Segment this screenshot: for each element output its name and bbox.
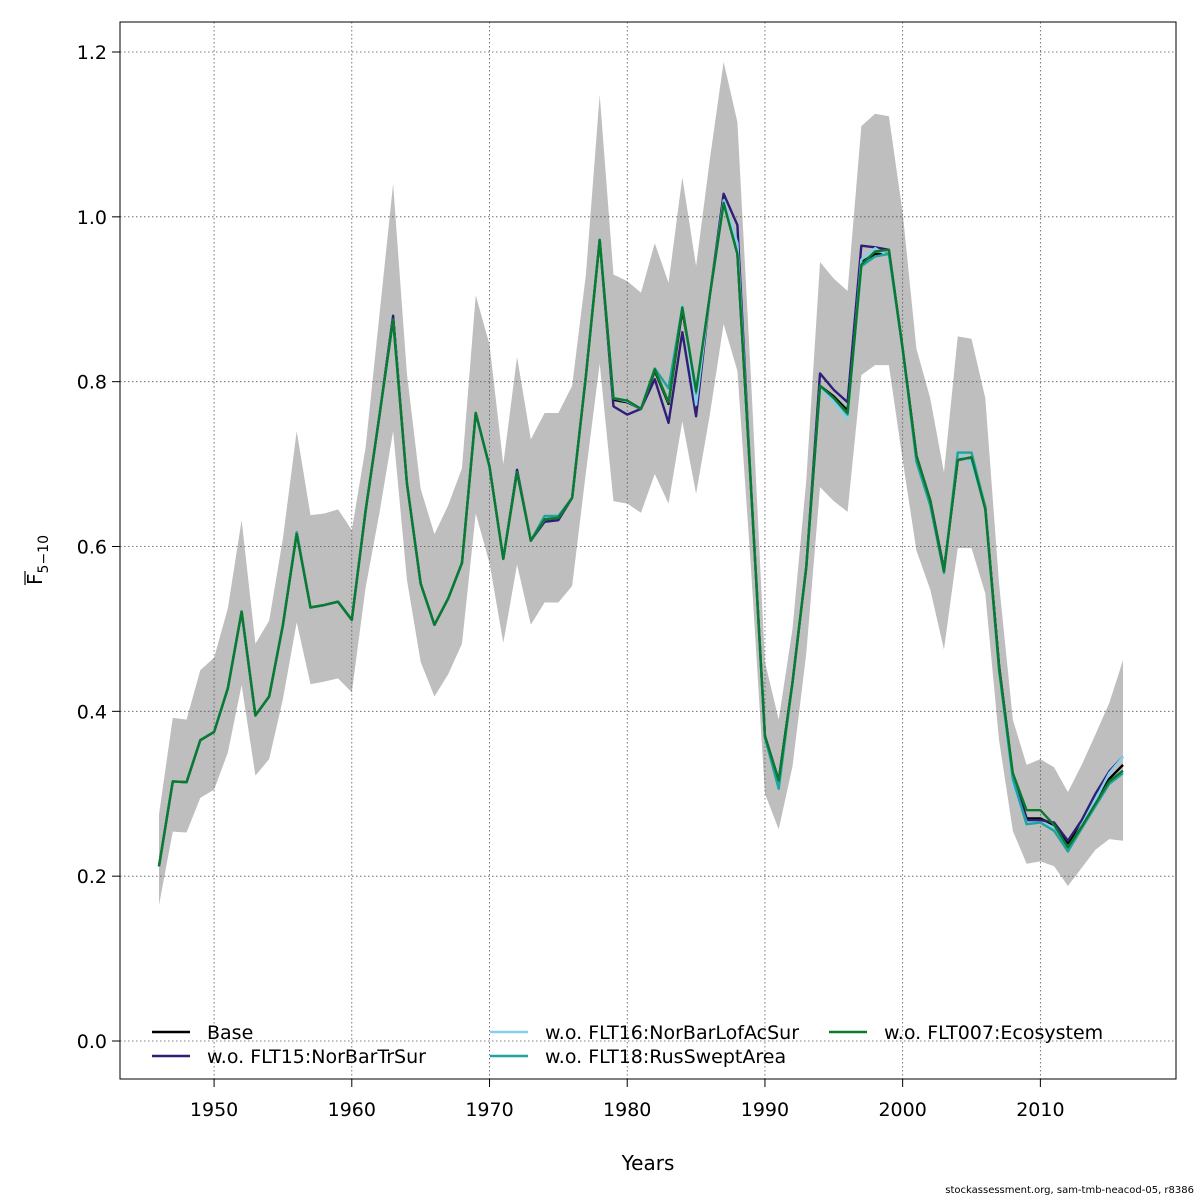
svg-text:F5−10: F5−10 xyxy=(23,535,52,585)
legend-entry-5: w.o. FLT007:Ecosystem xyxy=(829,1022,1103,1044)
x-tick-label: 1970 xyxy=(465,1099,513,1121)
y-tick-label: 0.4 xyxy=(77,701,107,723)
legend-entry-3: w.o. FLT16:NorBarLofAcSur xyxy=(490,1022,799,1044)
y-axis: 0.0 0.2 0.4 0.6 0.8 1.0 1.2 xyxy=(77,42,120,1053)
x-tick-label: 1980 xyxy=(603,1099,651,1121)
x-axis-title: Years xyxy=(621,1151,675,1175)
plot-frame xyxy=(119,21,1177,1080)
legend-entry-1: Base xyxy=(152,1022,253,1044)
confidence-band xyxy=(159,61,1123,906)
legend-entry-4: w.o. FLT18:RusSweptArea xyxy=(490,1046,786,1068)
legend-label: w.o. FLT18:RusSweptArea xyxy=(545,1046,786,1068)
legend-label: w.o. FLT15:NorBarTrSur xyxy=(207,1046,426,1068)
x-tick-label: 1990 xyxy=(741,1099,789,1121)
x-tick-label: 1960 xyxy=(328,1099,376,1121)
x-tick-label: 2010 xyxy=(1016,1099,1064,1121)
y-axis-title-subscript: 5−10 xyxy=(36,535,52,573)
y-tick-label: 0.2 xyxy=(77,866,107,888)
x-tick-label: 1950 xyxy=(190,1099,238,1121)
y-tick-label: 0.0 xyxy=(77,1031,107,1053)
y-axis-title-main: F xyxy=(23,573,47,585)
y-tick-label: 1.0 xyxy=(77,207,107,229)
legend-label: Base xyxy=(207,1022,253,1044)
y-tick-label: 0.8 xyxy=(77,372,107,394)
legend-entry-2: w.o. FLT15:NorBarTrSur xyxy=(152,1046,426,1068)
y-tick-label: 1.2 xyxy=(77,42,107,64)
footer-credit: stockassessment.org, sam-tmb-neacod-05, … xyxy=(945,1185,1194,1196)
confidence-band-layer xyxy=(159,61,1123,906)
x-tick-label: 2000 xyxy=(878,1099,926,1121)
grid-layer xyxy=(120,22,1176,1079)
legend-label: w.o. FLT16:NorBarLofAcSur xyxy=(545,1022,799,1044)
x-axis: 1950 1960 1970 1980 1990 2000 2010 xyxy=(190,1079,1065,1121)
y-axis-title: F5−10 xyxy=(23,535,52,585)
series-layer xyxy=(157,192,1124,867)
series-line-5 xyxy=(157,201,1124,867)
y-tick-label: 0.6 xyxy=(77,537,107,559)
legend-label: w.o. FLT007:Ecosystem xyxy=(884,1022,1103,1044)
